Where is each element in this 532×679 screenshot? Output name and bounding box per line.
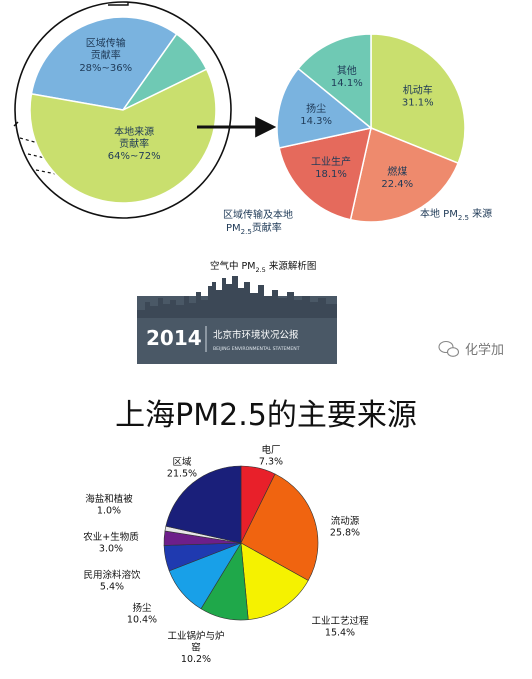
pie2-label-2: 工业生产 18.1% — [311, 155, 351, 180]
pie3-label-8: 区域 21.5% — [167, 456, 197, 480]
wechat-icon — [438, 340, 460, 357]
main-title: 上海PM2.5的主要来源 — [115, 398, 417, 433]
shanghai-sources-pie: 电厂 7.3% 流动源 25.8% 工业工艺过程 15.4% 工业锅炉与炉窑 10.2% 扬尘 1… — [83, 444, 369, 665]
pie2-label-4: 其他 14.1% — [331, 64, 363, 89]
banner-title-cn: 北京市环境状况公报 — [213, 329, 299, 341]
beijing-statement-banner: 2014 北京市环境状况公报 BEIJING ENVIRONMENTAL STA… — [137, 276, 337, 364]
pie3-label-0: 电厂 7.3% — [259, 444, 283, 468]
pie1-slice-0 — [30, 16, 178, 111]
pie3-slice-1 — [240, 473, 319, 581]
pie3-label-4: 扬尘 10.4% — [127, 602, 157, 626]
banner-year: 2014 — [146, 326, 202, 350]
pie3-slice-8 — [165, 465, 242, 544]
left-chart-caption-line2: PM2.5贡献率 — [226, 221, 282, 236]
pie3-label-7: 海盐和植被 1.0% — [85, 493, 133, 517]
watermark-label: 化学加 — [465, 342, 504, 358]
pie2-slice-3 — [276, 67, 373, 149]
local-sources-pie: 机动车 31.1% 燃煤 22.4% 工业生产 18.1% 扬尘 14.3% 其他 14.1% — [276, 33, 466, 223]
pie1-slice-2 — [29, 68, 217, 204]
ring-bracket-left — [13, 121, 19, 127]
banner-lower-band — [137, 318, 337, 364]
pie3-label-2: 工业工艺过程 15.4% — [311, 615, 369, 639]
pie1-label-2: 本地来源贡献率 64%~72% — [108, 125, 161, 162]
center-caption: 空气中 PM2.5 来源解析图 — [210, 260, 316, 274]
right-chart-caption: 本地 PM2.5 来源 — [420, 207, 492, 222]
pie3-label-1: 流动源 25.8% — [330, 515, 360, 539]
pie1-label-0: 区域传输贡献率 28%~36% — [79, 36, 132, 73]
outer-ring — [14, 1, 232, 219]
pie2-slice-2 — [278, 127, 372, 221]
banner-title-en: BEIJING ENVIRONMENTAL STATEMENT — [213, 346, 300, 352]
regional-vs-local-pie: 区域传输贡献率 28%~36% 本地来源贡献率 64%~72% — [13, 1, 232, 219]
pie2-slice-4 — [297, 33, 372, 130]
watermark: 化学加 — [438, 340, 504, 358]
pie3-slice-2 — [240, 542, 309, 620]
left-chart-caption-line1: 区域传输及本地 — [223, 208, 293, 221]
pie3-label-3: 工业锅炉与炉窑 10.2% — [167, 630, 224, 665]
ring-bracket-top — [108, 2, 129, 6]
pie3-label-6: 农业+生物质 3.0% — [83, 531, 139, 555]
pie2-label-3: 扬尘 14.3% — [300, 102, 332, 127]
pie2-label-1: 燃煤 22.4% — [381, 165, 413, 190]
pie2-slice-1 — [349, 126, 460, 223]
skyline-silhouette — [137, 276, 337, 320]
pie2-label-0: 机动车 31.1% — [402, 83, 434, 108]
pie2-slice-0 — [370, 33, 466, 165]
pie3-label-5: 民用涂料溶饮 5.4% — [83, 569, 141, 593]
